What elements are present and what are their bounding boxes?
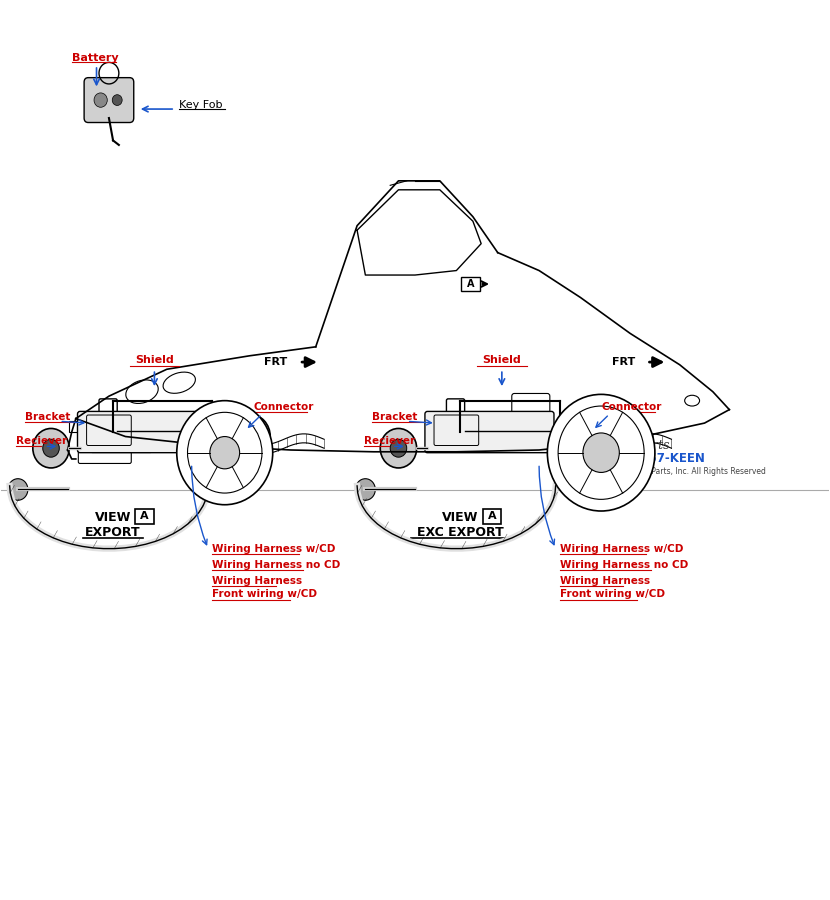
Text: Front wiring w/CD: Front wiring w/CD xyxy=(212,590,317,599)
Text: EXPORT: EXPORT xyxy=(85,526,141,539)
Text: EXC EXPORT: EXC EXPORT xyxy=(417,526,504,539)
Circle shape xyxy=(229,414,271,459)
Circle shape xyxy=(390,439,407,457)
Circle shape xyxy=(547,394,655,511)
Text: Wiring Harness: Wiring Harness xyxy=(212,576,302,586)
Text: A: A xyxy=(487,511,496,521)
Circle shape xyxy=(112,94,122,105)
Circle shape xyxy=(8,479,28,500)
Text: Front wiring w/CD: Front wiring w/CD xyxy=(559,590,665,599)
Text: Keen Parts: Keen Parts xyxy=(601,439,670,452)
Text: Wiring Harness w/CD: Wiring Harness w/CD xyxy=(212,544,335,554)
Text: Bracket: Bracket xyxy=(372,412,417,422)
FancyBboxPatch shape xyxy=(84,77,134,122)
FancyBboxPatch shape xyxy=(77,411,207,453)
Text: Key Fob: Key Fob xyxy=(179,100,222,110)
Text: ©2017 Keen Parts, Inc. All Rights Reserved: ©2017 Keen Parts, Inc. All Rights Reserv… xyxy=(601,467,766,476)
Circle shape xyxy=(380,428,417,468)
Bar xyxy=(483,509,501,524)
Text: Connector: Connector xyxy=(601,402,662,412)
Text: Wiring Harness no CD: Wiring Harness no CD xyxy=(212,560,340,570)
Circle shape xyxy=(94,93,107,107)
Circle shape xyxy=(240,426,260,447)
Text: Connector: Connector xyxy=(254,402,314,412)
Bar xyxy=(69,421,90,432)
Text: Wiring Harness w/CD: Wiring Harness w/CD xyxy=(559,544,683,554)
Circle shape xyxy=(587,426,607,447)
Text: VIEW: VIEW xyxy=(442,511,479,524)
Circle shape xyxy=(210,436,240,469)
Text: (800) 757-KEEN: (800) 757-KEEN xyxy=(601,453,705,465)
Text: FRT: FRT xyxy=(265,357,288,367)
Text: VIEW: VIEW xyxy=(95,511,131,524)
Text: FRT: FRT xyxy=(612,357,635,367)
Bar xyxy=(135,509,154,524)
Text: Shield: Shield xyxy=(135,356,173,365)
Text: A: A xyxy=(140,511,149,521)
Circle shape xyxy=(576,414,618,459)
Circle shape xyxy=(355,479,375,500)
Text: Bracket: Bracket xyxy=(25,412,70,422)
Text: Reciever: Reciever xyxy=(364,436,415,446)
Ellipse shape xyxy=(567,448,593,470)
Text: Battery: Battery xyxy=(71,53,119,63)
FancyBboxPatch shape xyxy=(425,411,554,453)
Text: Wiring Harness no CD: Wiring Harness no CD xyxy=(559,560,688,570)
Bar xyxy=(461,277,480,292)
Text: Wiring Harness: Wiring Harness xyxy=(559,576,650,586)
Circle shape xyxy=(43,439,59,457)
Text: Reciever: Reciever xyxy=(17,436,67,446)
Text: Shield: Shield xyxy=(482,356,521,365)
Circle shape xyxy=(33,428,69,468)
Circle shape xyxy=(177,400,273,505)
Circle shape xyxy=(583,433,619,472)
Text: A: A xyxy=(466,279,474,289)
